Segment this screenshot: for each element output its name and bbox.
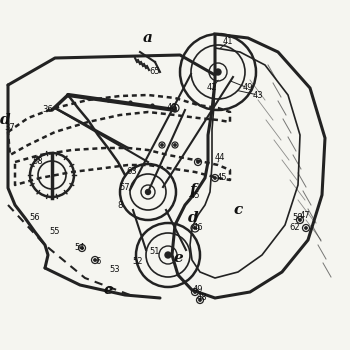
Text: 42: 42 — [207, 84, 217, 92]
Circle shape — [174, 144, 176, 146]
Text: 57: 57 — [120, 183, 130, 192]
Text: 45: 45 — [217, 174, 227, 182]
Text: 63: 63 — [127, 168, 137, 176]
Circle shape — [174, 107, 176, 109]
Text: 48: 48 — [197, 294, 207, 302]
Text: 45: 45 — [190, 190, 200, 199]
Text: 49: 49 — [243, 84, 253, 92]
Circle shape — [146, 189, 150, 195]
Text: 53: 53 — [110, 266, 120, 274]
Circle shape — [194, 291, 196, 293]
Text: 37: 37 — [5, 124, 15, 133]
Circle shape — [161, 144, 163, 146]
Text: e: e — [173, 251, 183, 265]
Text: 55: 55 — [50, 228, 60, 237]
Text: c: c — [233, 203, 243, 217]
Text: 47: 47 — [300, 210, 310, 219]
Text: 52: 52 — [133, 258, 143, 266]
Circle shape — [199, 299, 201, 301]
Text: 40: 40 — [167, 104, 177, 112]
Text: 54: 54 — [75, 244, 85, 252]
Text: 50: 50 — [293, 214, 303, 223]
Text: a: a — [143, 31, 153, 45]
Circle shape — [305, 227, 307, 229]
Text: 65: 65 — [150, 68, 160, 77]
Text: 43: 43 — [253, 91, 263, 99]
Text: 49: 49 — [193, 286, 203, 294]
Circle shape — [194, 227, 196, 229]
Text: 8: 8 — [117, 201, 123, 210]
Text: e: e — [103, 283, 113, 297]
Text: 41: 41 — [223, 37, 233, 47]
Circle shape — [214, 177, 216, 179]
Text: 62: 62 — [290, 224, 300, 232]
Text: d: d — [188, 211, 198, 225]
Text: 44: 44 — [215, 154, 225, 162]
Circle shape — [165, 252, 171, 258]
Text: 36: 36 — [43, 105, 53, 114]
Circle shape — [197, 161, 199, 163]
Text: 58: 58 — [33, 158, 43, 167]
Circle shape — [215, 69, 221, 75]
Text: 56: 56 — [30, 214, 40, 223]
Circle shape — [94, 259, 96, 261]
Text: 6: 6 — [95, 258, 101, 266]
Circle shape — [81, 247, 83, 249]
Text: 51: 51 — [150, 247, 160, 257]
Circle shape — [299, 219, 301, 221]
Text: d: d — [0, 113, 10, 127]
Text: 46: 46 — [193, 224, 203, 232]
Text: f: f — [190, 183, 196, 197]
